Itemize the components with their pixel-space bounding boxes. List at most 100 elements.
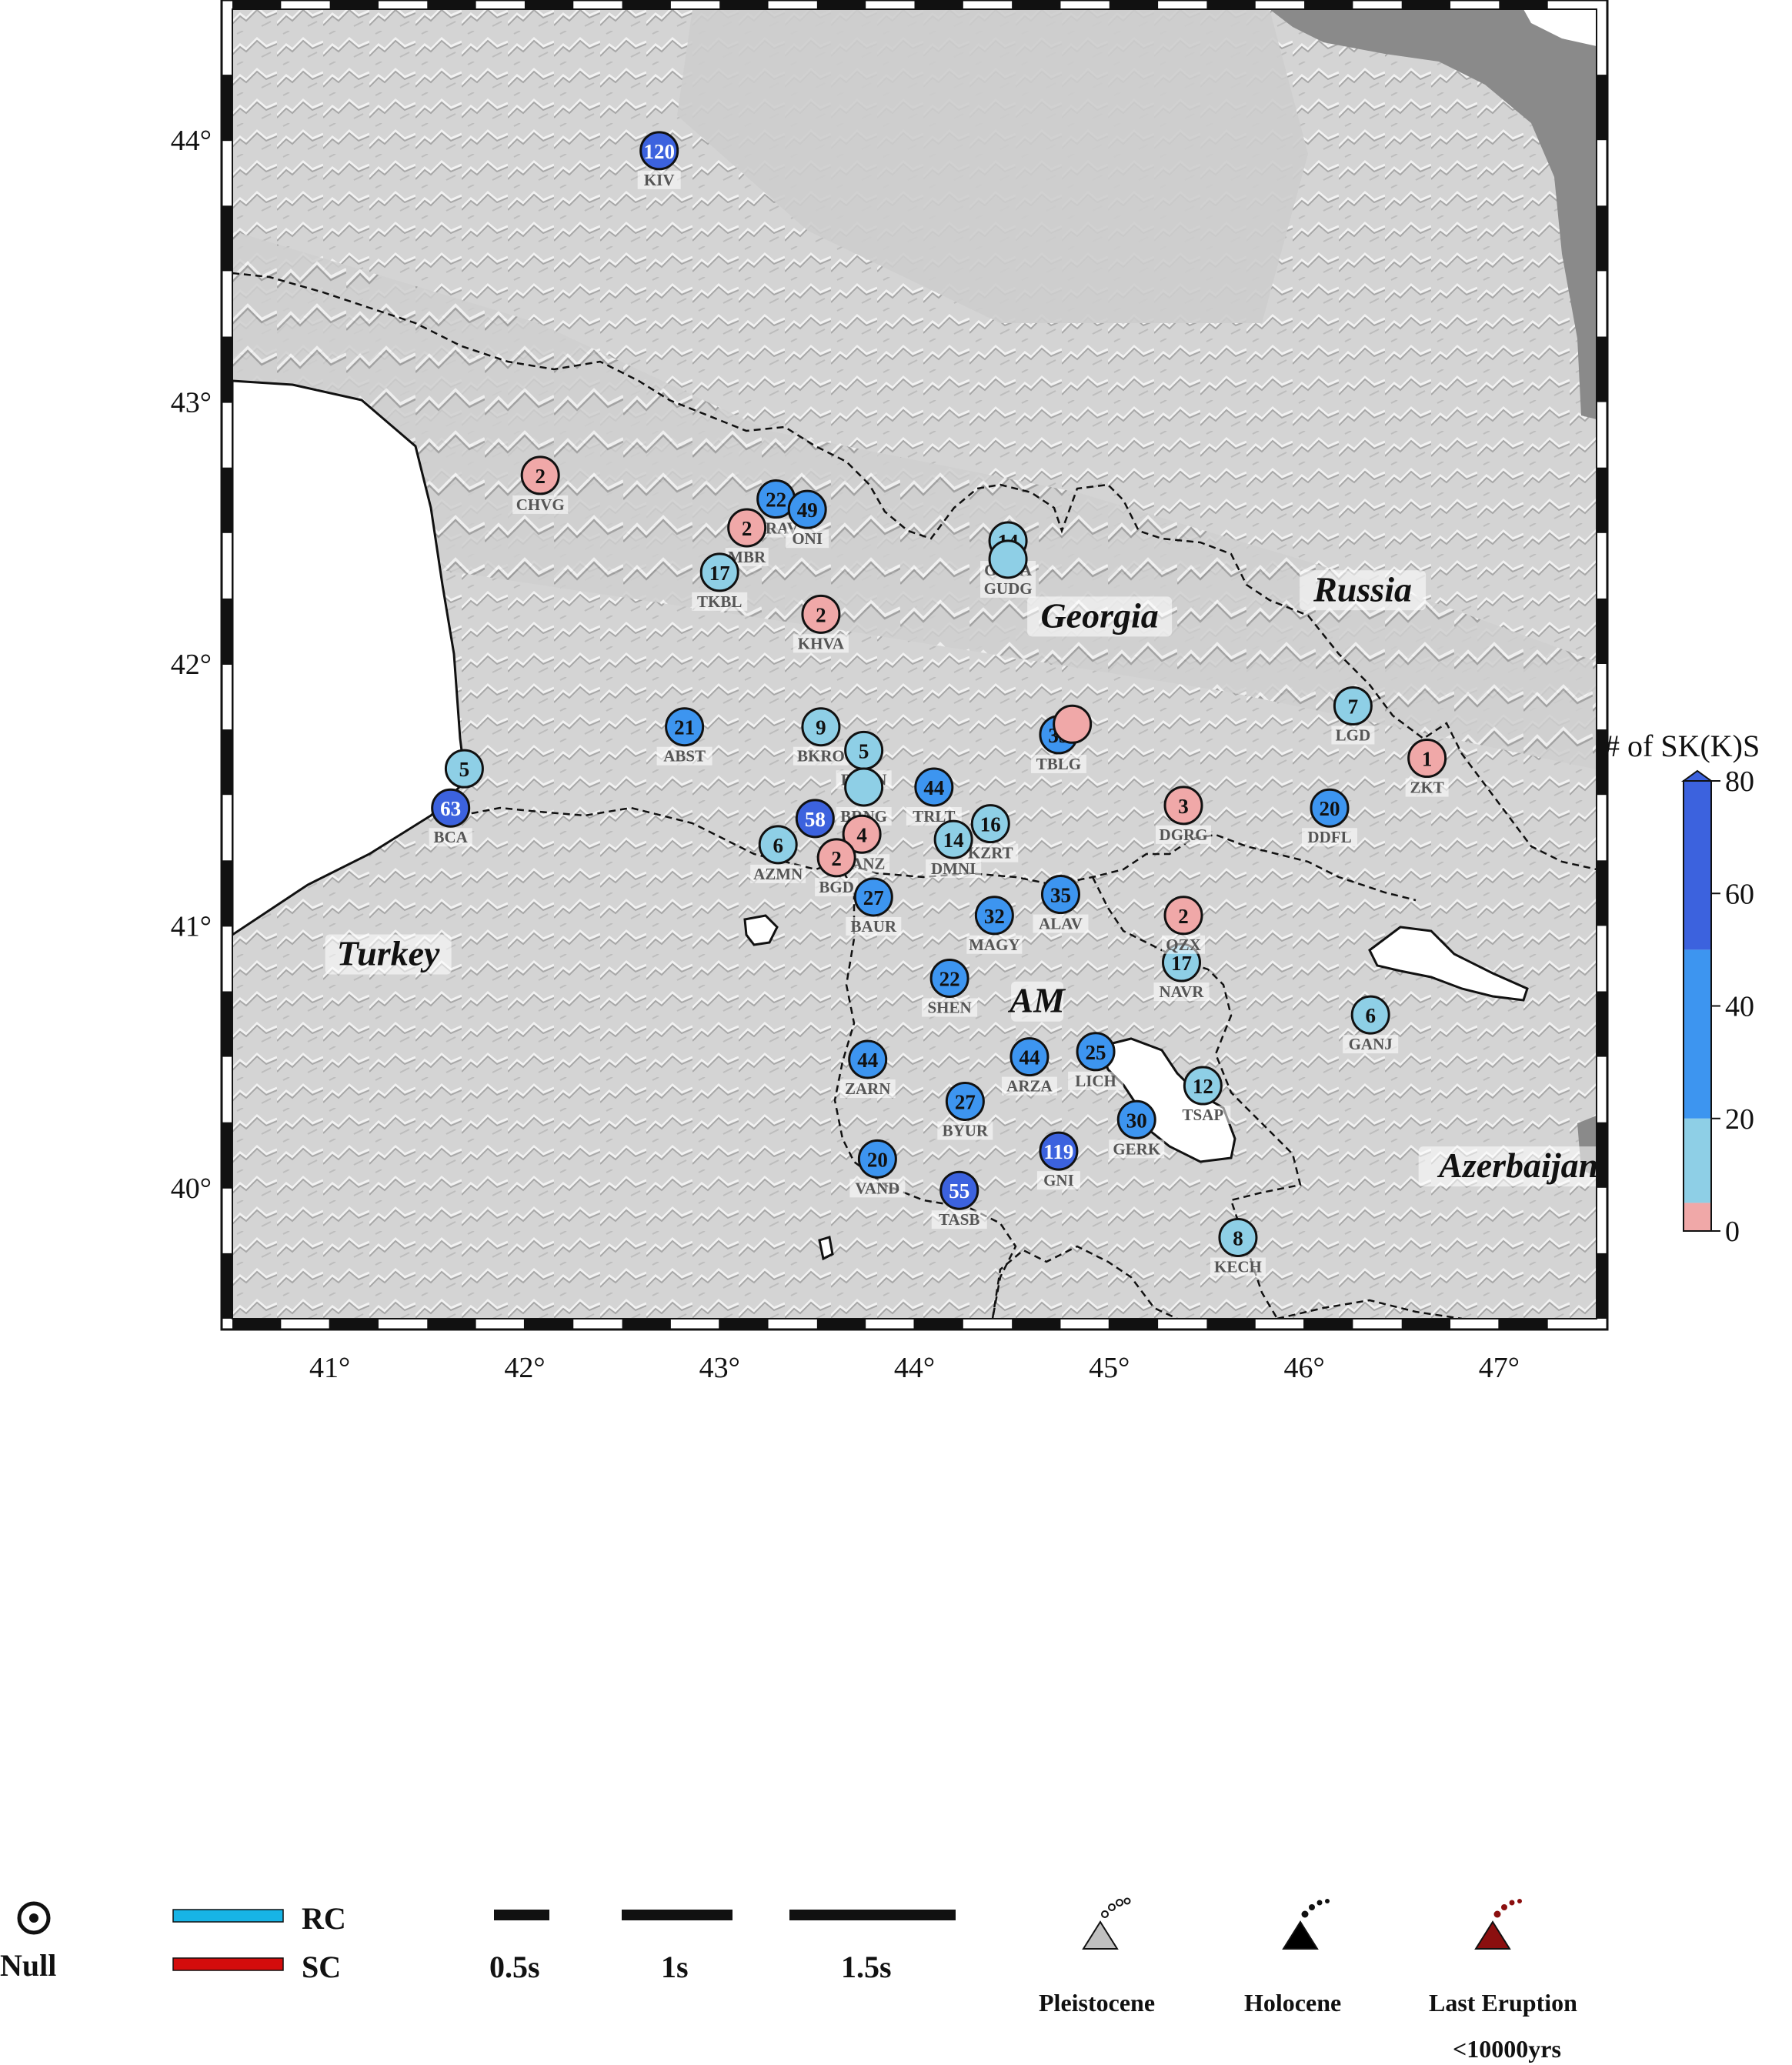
region-label: Russia: [1313, 569, 1412, 609]
station-code: BKRO: [797, 747, 845, 766]
station-count: 17: [709, 562, 730, 585]
region-label: Turkey: [337, 933, 440, 972]
station-circle: [853, 877, 893, 917]
station-code-backdrop: [637, 170, 681, 189]
volcano-pleistocene-label: Pleistocene: [1039, 1989, 1155, 2017]
mingachevir-reservoir: [1368, 926, 1529, 1002]
station-circle: [1218, 1217, 1258, 1257]
lat-tick-label: 41°: [171, 910, 212, 942]
station-marker: ONI 49: [786, 489, 829, 549]
station-marker: DGRG 3: [1156, 786, 1212, 844]
station-code: GANJ: [1349, 1035, 1393, 1053]
lake-sevan: [1099, 1037, 1236, 1163]
scale-label-one-half-second: 1.5s: [841, 1950, 892, 1984]
station-marker: LGD 7: [1331, 686, 1375, 745]
station-circle: [1009, 1037, 1050, 1077]
station-code-backdrop: [656, 746, 712, 766]
black-sea: [232, 379, 467, 936]
station-count: 5: [859, 739, 869, 762]
station-circle: [914, 767, 954, 807]
caspian-sea: [1270, 9, 1597, 419]
frame-tick-bottom: [427, 1319, 476, 1329]
station-code-backdrop: [839, 1079, 896, 1099]
colorbar-bin: [1684, 1203, 1711, 1231]
volcano-holocene-icon: [1282, 1920, 1319, 1950]
frame-tick-right: [1597, 1253, 1607, 1319]
station-count: 22: [766, 489, 786, 512]
rc-label: RC: [302, 1901, 346, 1936]
colorbar-tick-label: 20: [1725, 1103, 1754, 1136]
station-count: 44: [857, 1049, 878, 1072]
frame-tick-bottom: [329, 1319, 379, 1329]
station-code: TASB: [939, 1210, 979, 1229]
station-code-backdrop: [786, 529, 829, 549]
sea-of-azov: [1523, 9, 1597, 46]
station-marker: 5: [444, 749, 484, 789]
station-code-backdrop: [849, 1179, 906, 1198]
station-code-backdrop: [512, 495, 569, 514]
frame-tick-left: [222, 598, 232, 664]
station-count: 16: [980, 813, 1001, 836]
station-code: NAVR: [1160, 982, 1205, 1001]
frame-tick-left: [222, 205, 232, 272]
frame-tick-top: [622, 0, 671, 9]
frame-tick-top: [427, 0, 476, 9]
station-code-backdrop: [1001, 1076, 1057, 1096]
station-circle: [1053, 704, 1093, 744]
station-count: 120: [643, 140, 675, 163]
station-code: LICH: [1075, 1072, 1116, 1090]
station-count: 3: [1178, 795, 1189, 818]
frame-tick-top: [1109, 0, 1159, 9]
station-count: 14: [943, 829, 964, 852]
frame-tick-bottom: [816, 1319, 866, 1329]
station-circle: [1163, 896, 1203, 936]
lon-tick-label: 41°: [309, 1352, 350, 1384]
station-marker: 58: [795, 799, 835, 839]
rc-swatch: [172, 1909, 284, 1923]
station-code-backdrop: [1210, 1257, 1266, 1276]
frame-tick-right: [1597, 1122, 1607, 1188]
frame-tick-right: [1597, 467, 1607, 533]
station-circle: [844, 767, 884, 807]
volcano-holocene: Holocene: [1244, 1899, 1341, 2017]
lon-tick-label: 43°: [699, 1352, 740, 1384]
station-count: 6: [1365, 1004, 1376, 1027]
frame-tick-bottom: [232, 1319, 282, 1329]
lon-tick-label: 46°: [1283, 1352, 1324, 1384]
station-marker: GERK 30: [1109, 1099, 1165, 1159]
frame-ticks: [222, 0, 1607, 1329]
station-count: 2: [816, 603, 826, 626]
region-label: Georgia: [1040, 595, 1158, 635]
border-north-caucasus: [232, 272, 1597, 871]
station-circle: [1183, 1066, 1223, 1106]
station-code: ABST: [663, 747, 706, 766]
station-marker: DMNI 14: [926, 819, 982, 879]
station-marker: AZMN 6: [750, 825, 806, 883]
station-marker: QZX 2: [1162, 896, 1206, 954]
frame-tick-left: [222, 336, 232, 402]
frame-tick-bottom: [719, 1319, 769, 1329]
station-code-backdrop: [1033, 914, 1089, 933]
frame-tick-top: [1499, 0, 1548, 9]
station-circle: [857, 1139, 897, 1179]
frame-tick-bottom: [1401, 1319, 1451, 1329]
station-code: TBLG: [1036, 755, 1081, 773]
station-count: 25: [1086, 1041, 1106, 1064]
station-count: 49: [797, 499, 818, 522]
colorbar-tick-label: 0: [1725, 1216, 1740, 1248]
frame-tick-top: [524, 0, 574, 9]
station-marker: TKBL 17: [692, 552, 748, 611]
frame-tick-bottom: [914, 1319, 963, 1329]
region-label: Azerbaijan: [1437, 1146, 1598, 1185]
station-code: ZKT: [1410, 779, 1443, 797]
station-code-backdrop: [429, 828, 472, 847]
station-marker: GUDG: [980, 539, 1036, 598]
station-count: 27: [955, 1090, 976, 1113]
station-count: 27: [863, 886, 884, 909]
colorbar-overflow-triangle: [1680, 769, 1714, 782]
station-code-backdrop: [1109, 1139, 1165, 1159]
station-marker: VAND 20: [849, 1139, 906, 1198]
station-circle: [639, 131, 679, 171]
volcano-last-eruption: Last Eruption <10000yrs: [1429, 1899, 1577, 2063]
